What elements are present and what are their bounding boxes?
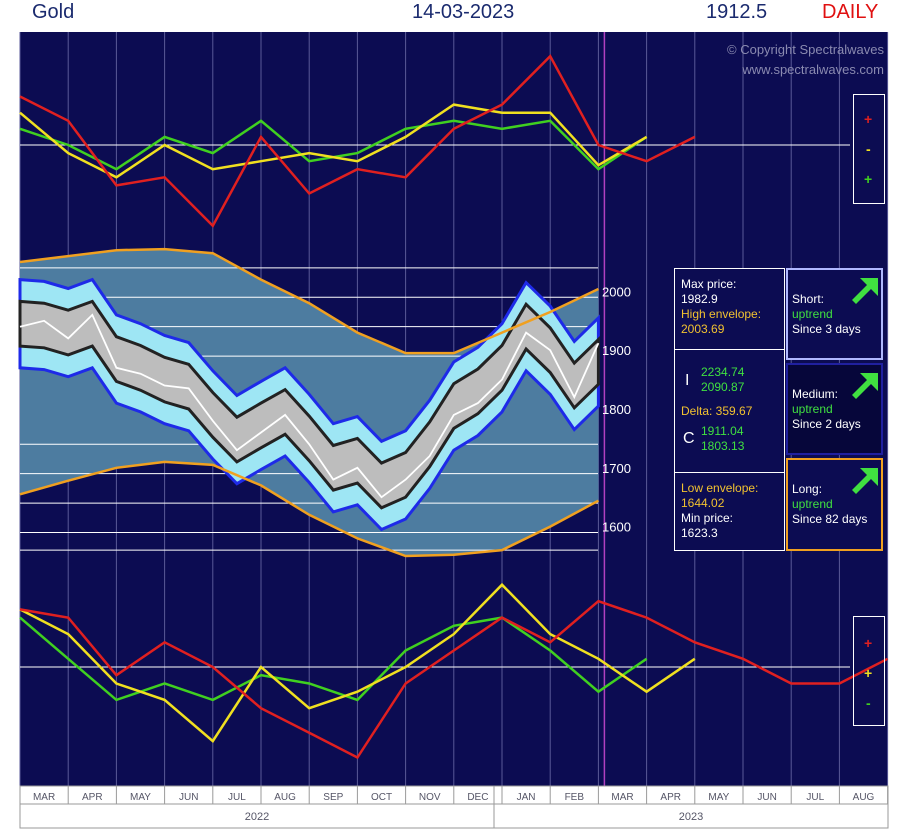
- year-label: 2023: [679, 811, 703, 823]
- high-envelope-value: 2003.69: [681, 322, 725, 336]
- x-tick-label: FEB: [565, 792, 585, 803]
- max-price-label: Max price:: [681, 277, 737, 291]
- i-values: 2234.74 2090.87: [701, 365, 744, 395]
- x-tick-label: JUL: [228, 792, 246, 803]
- price-channel-outer: [18, 277, 600, 532]
- trend-status: uptrend: [792, 497, 833, 511]
- c-label: C: [683, 430, 695, 447]
- trend-since: Since 2 days: [792, 417, 861, 431]
- symbol-title: Gold: [32, 1, 75, 23]
- high-envelope-label: High envelope:: [681, 307, 762, 321]
- x-tick-label: AUG: [853, 792, 875, 803]
- x-tick-label: APR: [660, 792, 681, 803]
- website-line: www.spectralwaves.com: [742, 62, 884, 77]
- trend-status: uptrend: [792, 402, 833, 416]
- i-value-2: 2090.87: [701, 380, 745, 394]
- x-tick-label: AUG: [274, 792, 296, 803]
- min-price-section: Low envelope: 1644.02 Min price: 1623.3: [681, 481, 781, 541]
- top-oscillator-yellow-line: [19, 103, 648, 179]
- min-price-value: 1623.3: [681, 526, 718, 540]
- legend-green-sign: -: [866, 695, 871, 711]
- y-tick-label: 1800: [602, 402, 631, 417]
- top-oscillator-red-line: [19, 54, 696, 228]
- trend-term: Short:: [792, 292, 825, 306]
- x-tick-label: OCT: [371, 792, 392, 803]
- long-trend-text: Long: uptrend Since 82 days: [792, 482, 867, 527]
- i-label: I: [685, 372, 690, 389]
- copyright-line: © Copyright Spectralwaves: [727, 42, 884, 57]
- x-tick-label: JUL: [806, 792, 824, 803]
- max-price-section: Max price: 1982.9 High envelope: 2003.69: [681, 277, 781, 337]
- trend-term: Medium:: [792, 387, 839, 401]
- delta-value: Delta: 359.67: [681, 404, 753, 418]
- divider: [675, 472, 784, 473]
- up-arrow-icon: [852, 373, 878, 399]
- x-tick-label: MAR: [611, 792, 633, 803]
- divider: [675, 349, 784, 350]
- x-tick-label: JUN: [757, 792, 776, 803]
- trend-term: Long:: [792, 482, 823, 496]
- x-tick-label: JUN: [179, 792, 198, 803]
- x-tick-label: MAY: [130, 792, 151, 803]
- medium-trend-text: Medium: uptrend Since 2 days: [792, 387, 861, 432]
- trend-status: uptrend: [792, 307, 833, 321]
- short-trend-box: Short: uptrend Since 3 days: [786, 268, 883, 360]
- top-legend-box: + - +: [853, 94, 885, 204]
- y-tick-label: 1700: [602, 461, 631, 476]
- stats-panel: Max price: 1982.9 High envelope: 2003.69…: [674, 268, 785, 551]
- bottom-oscillator-green-line: [19, 616, 648, 702]
- max-price-value: 1982.9: [681, 292, 718, 306]
- legend-red-sign: +: [864, 111, 873, 127]
- up-arrow-icon: [852, 278, 878, 304]
- bottom-oscillator-yellow-line: [19, 582, 696, 743]
- legend-yellow-sign: -: [866, 141, 871, 157]
- legend-yellow-sign: +: [864, 665, 873, 681]
- medium-trend-box: Medium: uptrend Since 2 days: [786, 363, 883, 455]
- header-bar: Gold 14-03-2023 1912.5 DAILY: [20, 0, 888, 32]
- c-value-1: 1911.04: [701, 424, 744, 438]
- trend-since: Since 3 days: [792, 322, 861, 336]
- bottom-oscillator-red-line: [19, 599, 889, 760]
- date-label: 14-03-2023: [412, 1, 515, 23]
- short-trend-text: Short: uptrend Since 3 days: [792, 292, 861, 337]
- timeframe-label: DAILY: [822, 1, 879, 23]
- legend-green-sign: +: [864, 171, 873, 187]
- copyright-watermark: © Copyright Spectralwaves www.spectralwa…: [692, 40, 884, 80]
- x-tick-label: NOV: [419, 792, 441, 803]
- price-line: [19, 313, 600, 499]
- min-price-label: Min price:: [681, 511, 734, 525]
- low-envelope-label: Low envelope:: [681, 481, 759, 495]
- high-envelope-line: [19, 247, 599, 355]
- price-label: 1912.5: [706, 1, 768, 23]
- long-trend-box: Long: uptrend Since 82 days: [786, 458, 883, 551]
- c-value-2: 1803.13: [701, 439, 745, 453]
- x-tick-label: MAR: [33, 792, 55, 803]
- x-tick-label: DEC: [467, 792, 488, 803]
- x-tick-label: MAY: [708, 792, 729, 803]
- c-values: 1911.04 1803.13: [701, 424, 744, 454]
- up-arrow-icon: [852, 468, 878, 494]
- trend-since: Since 82 days: [792, 512, 868, 526]
- y-tick-label: 1900: [602, 343, 631, 358]
- bottom-legend-box: + + -: [853, 616, 885, 726]
- low-envelope-line: [19, 460, 599, 558]
- y-tick-label: 1600: [602, 520, 631, 535]
- low-envelope-value: 1644.02: [681, 496, 725, 510]
- x-tick-label: APR: [82, 792, 103, 803]
- i-value-1: 2234.74: [701, 365, 745, 379]
- x-tick-label: JAN: [517, 792, 536, 803]
- y-tick-label: 2000: [602, 284, 631, 299]
- legend-red-sign: +: [864, 635, 873, 651]
- year-label: 2022: [245, 811, 269, 823]
- price-channel-inner: [18, 299, 600, 510]
- x-tick-label: SEP: [323, 792, 343, 803]
